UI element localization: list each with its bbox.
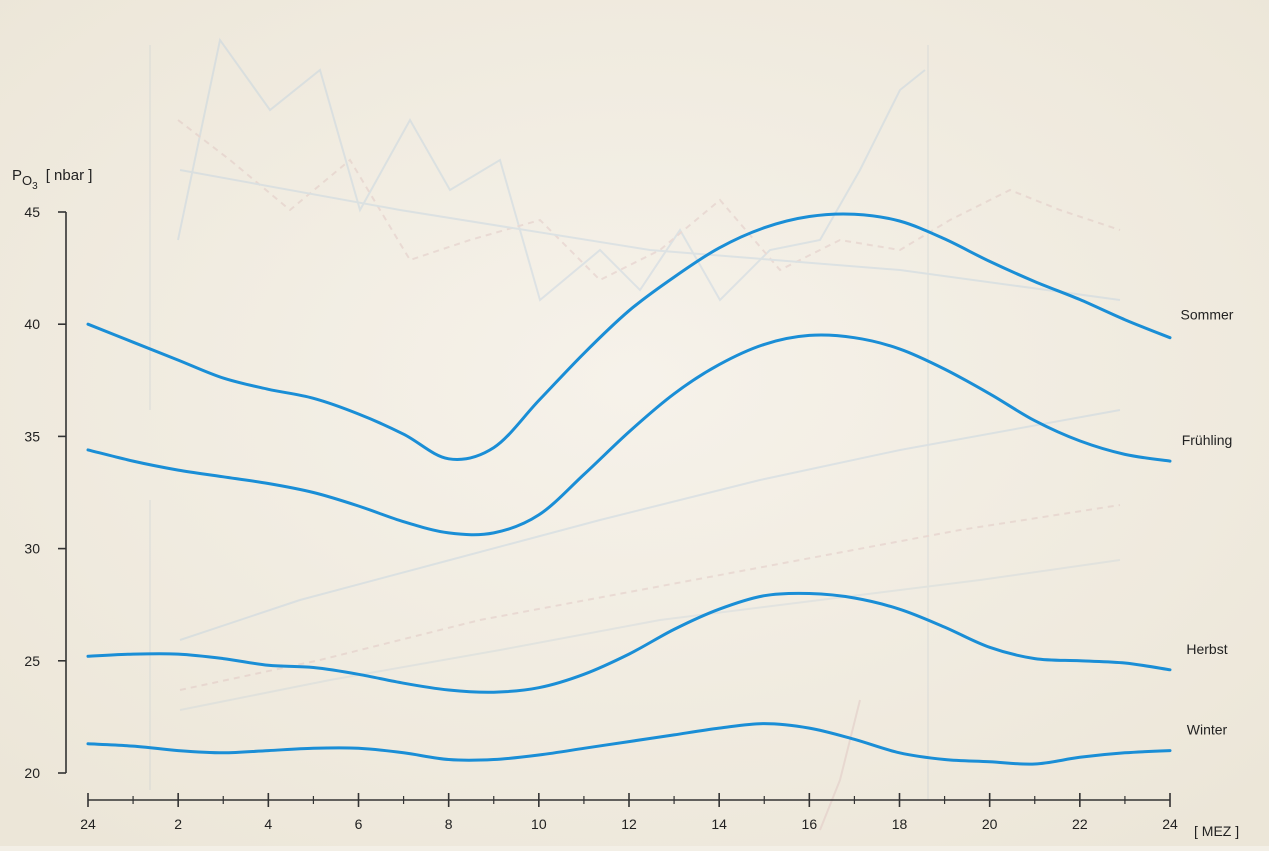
x-tick-label: 16 xyxy=(802,816,818,832)
series-line-0 xyxy=(86,212,1172,461)
x-tick-label: 18 xyxy=(892,816,908,832)
y-tick-label: 35 xyxy=(24,428,40,444)
y-tick-label: 30 xyxy=(24,541,40,557)
x-tick-label: 2 xyxy=(174,816,182,832)
y-tick-label: 40 xyxy=(24,316,40,332)
x-tick-label: 22 xyxy=(1072,816,1088,832)
x-tick-label: 20 xyxy=(982,816,998,832)
series-label: Sommer xyxy=(1181,307,1234,323)
x-tick-label: 4 xyxy=(264,816,272,832)
x-tick-label: 12 xyxy=(621,816,637,832)
series-line-3 xyxy=(86,722,1172,766)
series-label: Herbst xyxy=(1186,641,1227,657)
y-axis-label: PO3[ nbar ] xyxy=(12,167,92,192)
series-layer xyxy=(86,212,1172,766)
x-tick-label: 10 xyxy=(531,816,547,832)
series-label: Frühling xyxy=(1182,432,1233,448)
x-tick-label: 14 xyxy=(711,816,727,832)
series-line-2 xyxy=(86,591,1172,694)
y-tick-label: 45 xyxy=(24,204,40,220)
labels-layer: Sommer Frühling Herbst Winter xyxy=(1181,307,1234,738)
x-tick-label: 24 xyxy=(80,816,96,832)
y-tick-label: 20 xyxy=(24,765,40,781)
series-label: Winter xyxy=(1187,722,1228,738)
show-through-decoration xyxy=(149,37,1121,831)
x-axis-label: [ MEZ ] xyxy=(1194,823,1239,839)
x-tick-label: 6 xyxy=(355,816,363,832)
y-tick-label: 25 xyxy=(24,653,40,669)
x-tick-label: 8 xyxy=(445,816,453,832)
series-line-1 xyxy=(86,333,1172,537)
x-tick-label: 24 xyxy=(1162,816,1178,832)
